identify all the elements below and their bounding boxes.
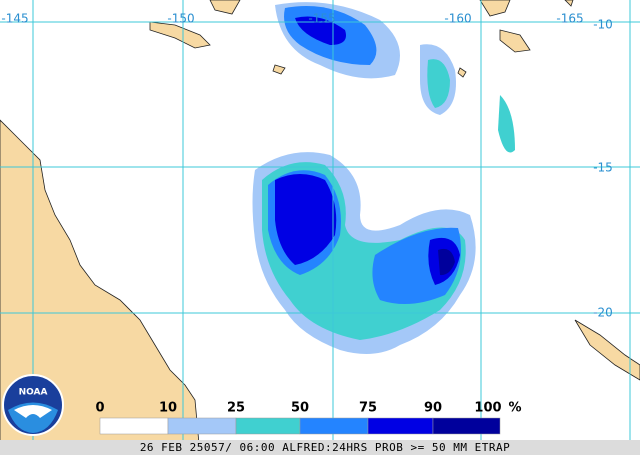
legend-label: 50 — [291, 401, 309, 416]
legend-label: 10 — [159, 401, 177, 416]
legend-swatch — [235, 417, 301, 435]
lon-label: -155 — [308, 12, 335, 26]
legend-label: 100 — [474, 401, 501, 416]
legend-unit: % — [508, 401, 521, 416]
legend-label: 75 — [359, 401, 377, 416]
logo-text: NOAA — [19, 388, 48, 398]
probability-field — [252, 2, 515, 354]
lon-label: -145 — [1, 12, 28, 26]
legend-swatch — [432, 417, 501, 435]
caption-bar — [0, 440, 640, 455]
caption: 26 FEB 25057/ 06:00 ALFRED:24HRS PROB >=… — [140, 441, 510, 454]
noaa-logo: NOAA — [2, 374, 64, 436]
legend-label: 0 — [95, 401, 104, 416]
graticule — [0, 0, 640, 440]
lon-label: -160 — [444, 12, 471, 26]
legend-label: 25 — [227, 401, 245, 416]
legend: 0 10 25 50 75 90 100% — [95, 401, 522, 435]
lat-label: -15 — [593, 161, 613, 175]
legend-label: 90 — [424, 401, 442, 416]
legend-swatch — [167, 417, 237, 435]
legend-swatch — [367, 417, 434, 435]
legend-swatch — [99, 417, 169, 435]
lon-label: -165 — [556, 12, 583, 26]
lat-label: -10 — [593, 18, 613, 32]
lon-labels: -145 -150 -155 -160 -165 — [1, 12, 583, 26]
lat-label: -20 — [593, 306, 613, 320]
lat-labels: -10 -15 -20 — [593, 18, 613, 320]
lon-label: -150 — [167, 12, 194, 26]
legend-swatch — [299, 417, 369, 435]
